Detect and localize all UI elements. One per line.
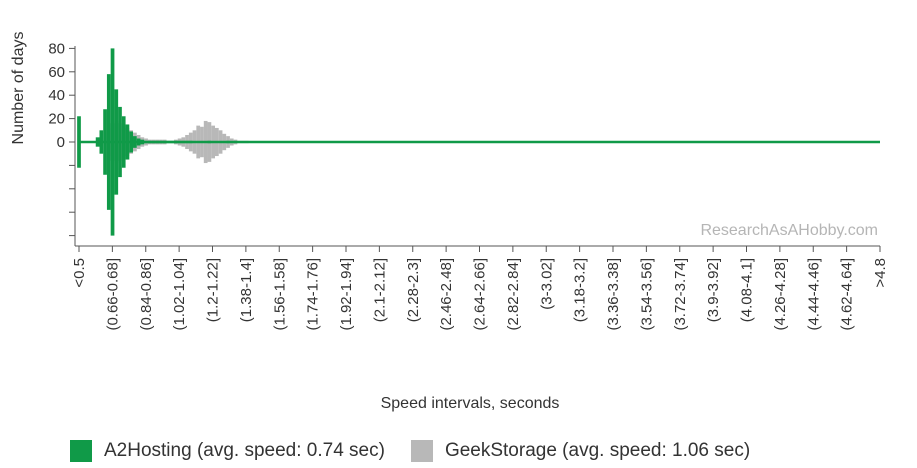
legend-label-geekstorage: GeekStorage (avg. speed: 1.06 sec): [444, 440, 751, 461]
x-tick-label: >4.8: [872, 258, 889, 288]
x-tick-label: (1.38-1.4]: [238, 258, 255, 322]
x-tick-label: (2.64-2.66]: [472, 258, 489, 331]
x-tick-label: (3.9-3.92]: [705, 258, 722, 322]
y-axis: 80 60 40 20 0: [48, 40, 76, 246]
x-tick-label: (1.92-1.94]: [338, 258, 355, 331]
y-tick-label: 20: [48, 111, 65, 128]
legend-label-a2hosting: A2Hosting (avg. speed: 0.74 sec): [104, 440, 385, 461]
y-tick-label: 80: [48, 40, 65, 57]
x-tick-label: (1.56-1.58]: [271, 258, 288, 331]
legend-item-a2hosting: A2Hosting (avg. speed: 0.74 sec): [70, 440, 385, 462]
bars: [77, 48, 880, 236]
x-tick-label: (2.46-2.48]: [438, 258, 455, 331]
chart: Number of days 80 60 40 20 0 <0.5 (0.66-0.68]…: [10, 32, 889, 412]
watermark: ResearchAsAHobby.com: [700, 222, 878, 239]
legend-swatch-geekstorage: [410, 440, 433, 462]
y-tick-label: 60: [48, 64, 65, 81]
x-tick-label: (0.66-0.68]: [104, 258, 121, 331]
x-tick-label: (2.28-2.3]: [405, 258, 422, 322]
x-tick-label: (1.2-1.22]: [205, 258, 222, 322]
x-tick-label: (4.62-4.64]: [839, 258, 856, 331]
x-tick-label: (4.08-4.1]: [739, 258, 756, 322]
x-tick-label: (3.72-3.74]: [672, 258, 689, 331]
y-tick-label: 0: [57, 134, 65, 151]
legend: A2Hosting (avg. speed: 0.74 sec) GeekSto…: [70, 440, 776, 462]
x-tick-label: (1.74-1.76]: [305, 258, 322, 331]
y-tick-label: 40: [48, 87, 65, 104]
legend-swatch-a2hosting: [70, 440, 92, 462]
x-tick-label: (3.18-3.2]: [572, 258, 589, 322]
x-axis-title: Speed intervals, seconds: [381, 395, 560, 412]
x-tick-label: (0.84-0.86]: [138, 258, 155, 331]
x-tick-label: (3.54-3.56]: [638, 258, 655, 331]
x-tick-label: (1.02-1.04]: [171, 258, 188, 331]
x-tick-label: (3.36-3.38]: [605, 258, 622, 331]
x-tick-label: (2.82-2.84]: [505, 258, 522, 331]
x-axis: <0.5 (0.66-0.68] (0.84-0.86] (1.02-1.04] (1.…: [71, 245, 889, 331]
legend-item-geekstorage: GeekStorage (avg. speed: 1.06 sec): [410, 440, 751, 462]
x-tick-label: (3-3.02]: [538, 258, 555, 310]
x-tick-label: (2.1-2.12]: [371, 258, 388, 322]
y-axis-title: Number of days: [10, 32, 27, 145]
x-tick-label: (4.26-4.28]: [772, 258, 789, 331]
x-tick-label: <0.5: [71, 258, 88, 288]
x-tick-label: (4.44-4.46]: [805, 258, 822, 331]
